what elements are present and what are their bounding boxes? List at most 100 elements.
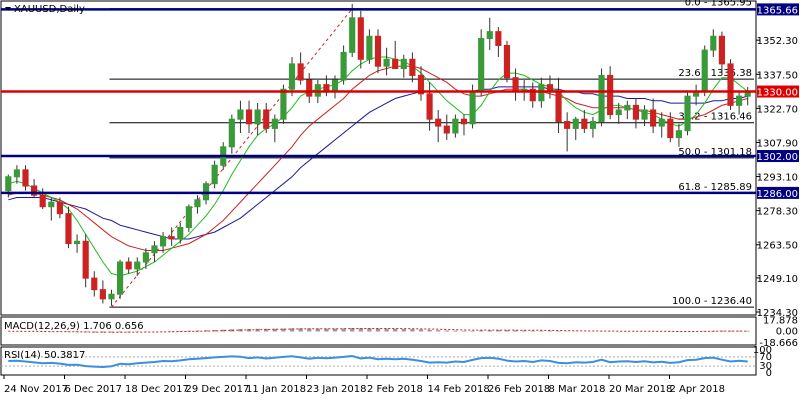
candle-body — [452, 118, 459, 134]
triangle-down-icon[interactable] — [5, 7, 11, 11]
candle-body — [211, 164, 218, 185]
time-tick-label: 2 Feb 2018 — [367, 384, 423, 395]
candle[interactable] — [82, 234, 89, 288]
candle[interactable] — [460, 114, 468, 136]
candle[interactable] — [159, 232, 167, 253]
candle[interactable] — [736, 91, 743, 115]
candle[interactable] — [495, 27, 502, 57]
rsi-tick-label: 100 — [753, 345, 772, 356]
fib-38-label: 38.2 - 1316.46 — [678, 112, 752, 123]
candle-body — [512, 77, 519, 93]
candle[interactable] — [632, 98, 640, 129]
candle[interactable] — [125, 257, 132, 274]
candle[interactable] — [564, 112, 571, 152]
time-tick-label: 20 Mar 2018 — [609, 384, 672, 395]
level-1286-price-text: 1286.00 — [757, 189, 798, 200]
candle[interactable] — [452, 114, 459, 138]
candle[interactable] — [624, 100, 631, 120]
candle[interactable] — [134, 257, 141, 276]
price-tick-label: 1307.90 — [757, 138, 798, 149]
candle[interactable] — [56, 197, 63, 219]
candle[interactable] — [254, 103, 261, 136]
candle[interactable] — [22, 165, 29, 191]
rsi-tick-label: 0 — [766, 368, 772, 379]
time-tick-label: 29 Dec 2017 — [186, 384, 250, 395]
candle[interactable] — [74, 234, 81, 253]
candle[interactable] — [443, 114, 450, 140]
candle[interactable] — [211, 160, 218, 189]
time-tick-label: 24 Nov 2017 — [4, 384, 68, 395]
candle[interactable] — [718, 31, 725, 74]
candle[interactable] — [727, 59, 734, 110]
candle-body — [675, 130, 682, 139]
candle[interactable] — [589, 116, 597, 138]
candle[interactable] — [383, 47, 390, 76]
candle[interactable] — [615, 103, 622, 124]
candle[interactable] — [667, 112, 674, 143]
candle[interactable] — [478, 29, 485, 97]
candle-body — [495, 31, 502, 46]
candle-body — [48, 201, 55, 208]
candle[interactable] — [374, 29, 382, 74]
fib-0-label: 0.0 - 1365.95 — [685, 0, 752, 9]
candle[interactable] — [237, 100, 244, 134]
candle-body — [349, 17, 356, 53]
candle[interactable] — [684, 91, 691, 136]
candle[interactable] — [366, 29, 373, 64]
candle[interactable] — [177, 222, 184, 244]
candle[interactable] — [710, 29, 717, 57]
candle-body — [245, 109, 253, 125]
candle[interactable] — [306, 73, 313, 104]
candle[interactable] — [581, 109, 588, 134]
candle[interactable] — [142, 248, 149, 269]
candle[interactable] — [701, 45, 708, 97]
candle[interactable] — [392, 40, 399, 70]
candle[interactable] — [185, 204, 192, 233]
candle[interactable] — [349, 4, 356, 57]
candle[interactable] — [245, 100, 253, 134]
candle[interactable] — [658, 112, 665, 138]
candle[interactable] — [435, 109, 442, 143]
candle[interactable] — [13, 165, 20, 184]
candle[interactable] — [91, 271, 98, 297]
level-1365-price-tag — [757, 3, 799, 16]
candle[interactable] — [503, 40, 511, 83]
candle[interactable] — [650, 98, 657, 134]
candle[interactable] — [263, 103, 270, 134]
candle[interactable] — [297, 52, 304, 85]
candle[interactable] — [417, 66, 425, 101]
candle-body — [624, 104, 631, 111]
candle[interactable] — [288, 56, 296, 97]
candle[interactable] — [400, 54, 407, 78]
candle[interactable] — [641, 105, 648, 127]
candle[interactable] — [168, 227, 175, 246]
rsi-label: RSI(14) 50.3817 — [4, 350, 85, 361]
candle[interactable] — [675, 123, 682, 147]
candle-body — [615, 109, 622, 116]
candle[interactable] — [151, 241, 158, 263]
horizontal-levels-layer[interactable]: 1365.66 1330.00 1302.00 1286.00 — [1, 3, 799, 200]
symbol-header[interactable]: XAUUSD,Daily — [5, 4, 85, 15]
candle[interactable] — [65, 206, 72, 249]
candle[interactable] — [340, 45, 347, 85]
candle[interactable] — [31, 179, 38, 198]
candle[interactable] — [598, 68, 605, 127]
candle[interactable] — [228, 114, 235, 154]
candle[interactable] — [572, 116, 579, 140]
candle[interactable] — [116, 259, 124, 299]
level-1330-price-tag — [757, 85, 799, 98]
candle[interactable] — [357, 10, 364, 69]
candles-layer[interactable] — [5, 4, 751, 306]
candle-body — [340, 51, 347, 81]
candle[interactable] — [48, 197, 55, 221]
candle-body — [667, 118, 674, 139]
candle[interactable] — [194, 195, 201, 214]
candle[interactable] — [99, 280, 106, 304]
candle[interactable] — [529, 82, 536, 108]
candle[interactable] — [486, 17, 493, 51]
candle[interactable] — [271, 114, 278, 143]
candle[interactable] — [108, 289, 115, 306]
candle[interactable] — [409, 52, 416, 83]
